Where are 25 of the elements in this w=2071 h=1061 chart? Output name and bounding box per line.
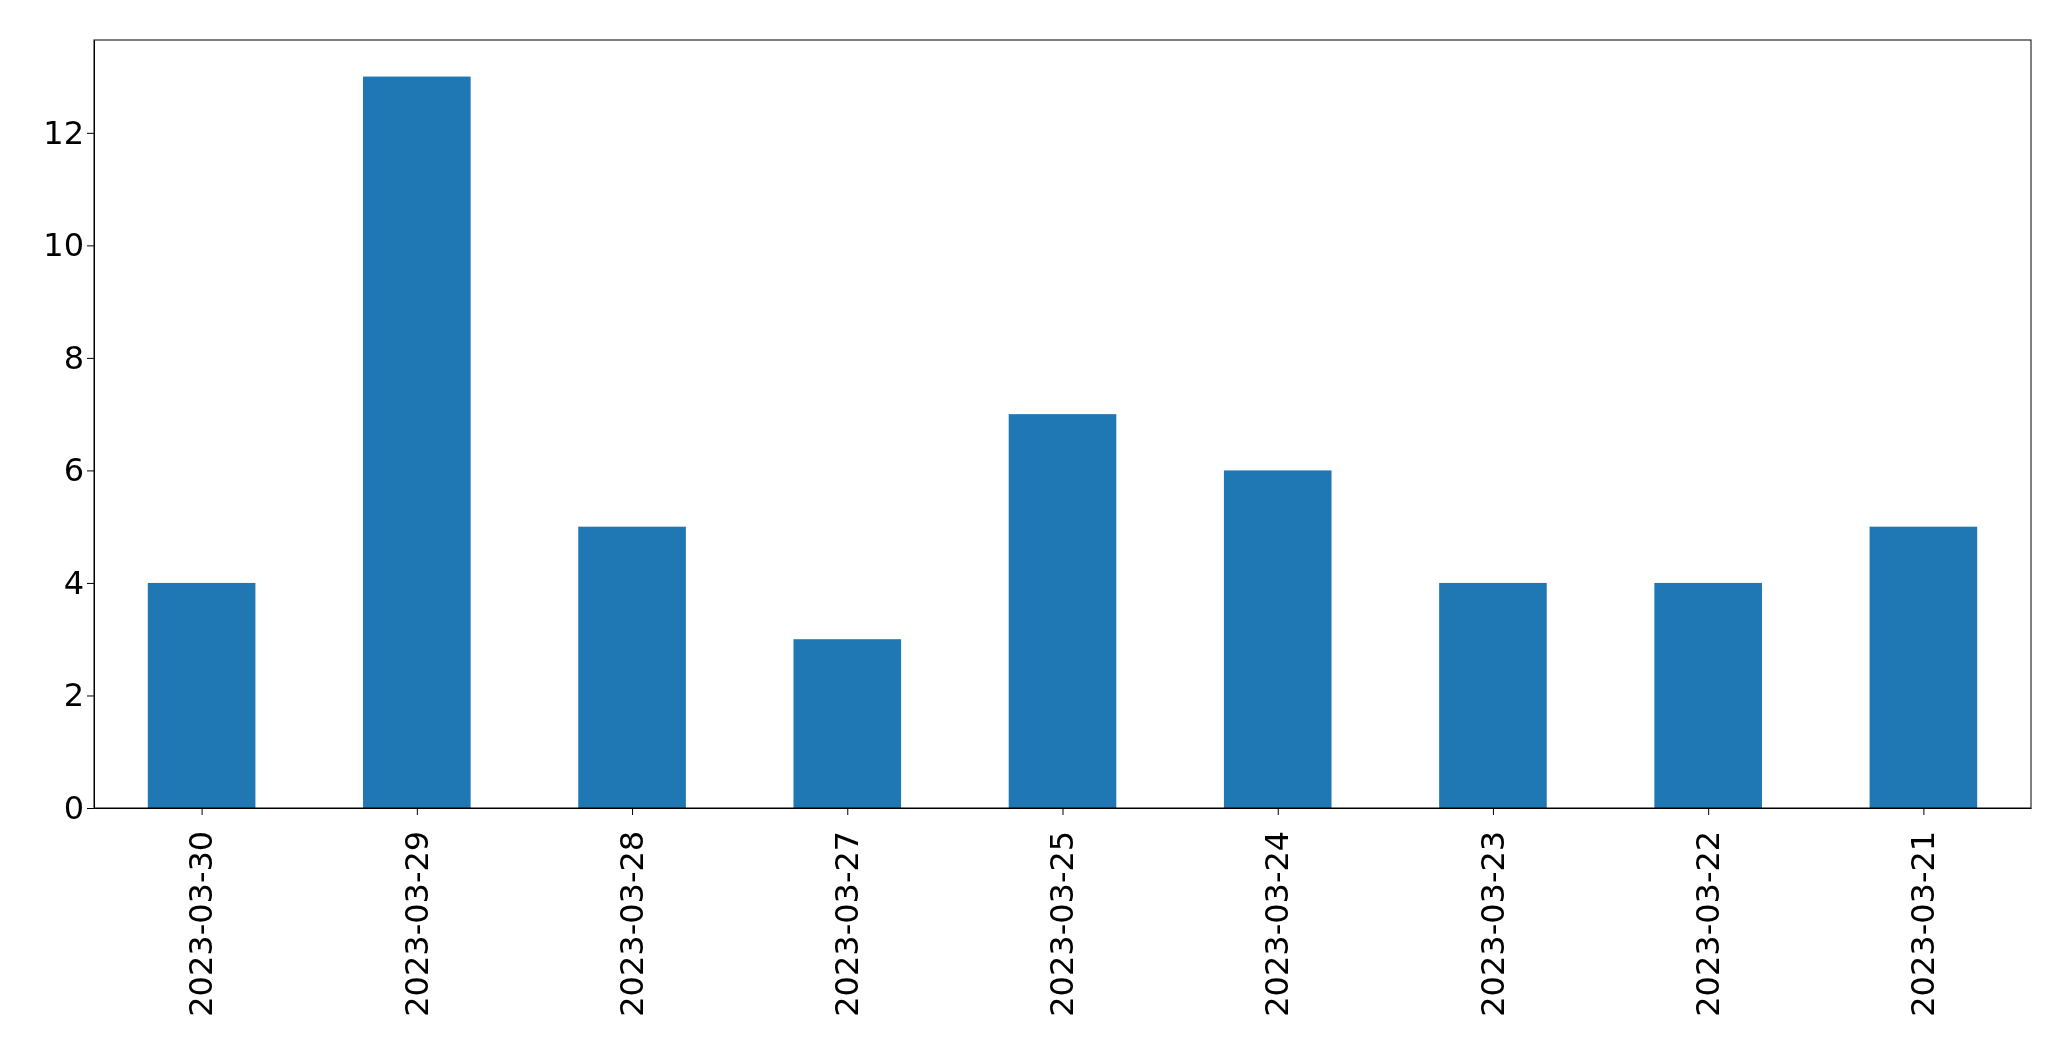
x-tick-label: 2023-03-29 xyxy=(397,830,436,1017)
bar xyxy=(578,526,686,808)
x-tick-label: 2023-03-27 xyxy=(828,830,867,1017)
y-tick-label: 10 xyxy=(43,226,84,265)
bar xyxy=(363,76,471,808)
x-tick-label: 2023-03-30 xyxy=(182,830,221,1017)
x-tick-label: 2023-03-28 xyxy=(612,830,651,1017)
y-tick-label: 6 xyxy=(63,451,84,490)
bar xyxy=(1654,582,1762,808)
x-tick-label: 2023-03-22 xyxy=(1688,830,1727,1017)
bar xyxy=(1439,582,1547,808)
bar xyxy=(147,582,256,808)
y-tick-label: 4 xyxy=(63,563,84,602)
y-tick-label: 0 xyxy=(63,788,84,827)
x-tick-label: 2023-03-23 xyxy=(1473,830,1512,1017)
bar xyxy=(793,639,902,808)
bar xyxy=(1008,414,1117,808)
x-tick-label: 2023-03-25 xyxy=(1043,830,1082,1017)
x-tick-label: 2023-03-21 xyxy=(1904,830,1943,1017)
bar xyxy=(1869,526,1978,808)
x-tick-label: 2023-03-24 xyxy=(1258,830,1297,1017)
bar xyxy=(1223,470,1332,808)
y-tick-label: 2 xyxy=(63,676,84,715)
y-tick-label: 12 xyxy=(43,113,84,152)
y-tick-label: 8 xyxy=(63,338,84,377)
